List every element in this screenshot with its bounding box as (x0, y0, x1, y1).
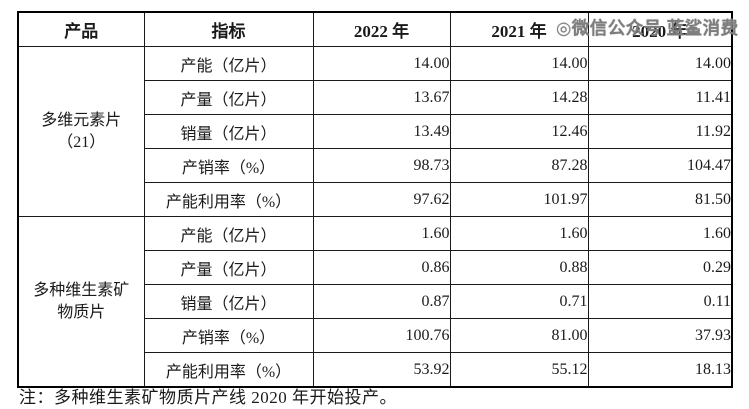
value-cell: 1.60 (449, 216, 589, 251)
footnote: 注：多种维生素矿物质片产线 2020 年开始投产。 (19, 388, 397, 407)
indicator-cell: 产能（亿片） (143, 216, 314, 251)
product-name-line2: 物质片 (57, 303, 106, 321)
value-cell: 0.86 (312, 250, 451, 285)
value-cell: 11.92 (587, 114, 733, 149)
indicator-cell: 产量（亿片） (143, 80, 314, 115)
indicator-cell: 产销率（%） (143, 148, 314, 183)
table-row: 销量（亿片） 0.87 0.71 0.11 (18, 284, 733, 319)
value-cell: 101.97 (449, 182, 589, 217)
value-cell: 13.67 (312, 80, 451, 115)
product-name-line2: （21） (57, 133, 106, 151)
value-cell: 37.93 (587, 318, 733, 353)
value-cell: 14.28 (449, 80, 589, 115)
value-cell: 53.92 (312, 352, 451, 388)
product-name-line1: 多维元素片 (41, 111, 122, 129)
header-row: 产品 指标 2022 年 2021 年 2020 年 (17, 11, 733, 47)
value-cell: 87.28 (449, 148, 589, 183)
value-cell: 104.47 (587, 148, 733, 183)
value-cell: 55.12 (449, 352, 589, 388)
value-cell: 14.00 (312, 46, 451, 81)
product-cell-group2: 多种维生素矿 物质片 (17, 216, 145, 388)
indicator-cell: 销量（亿片） (143, 114, 314, 149)
table-row: 产销率（%） 100.76 81.00 37.93 (18, 318, 733, 353)
table-row: 产量（亿片） 0.86 0.88 0.29 (18, 250, 733, 285)
indicator-cell: 销量（亿片） (143, 284, 314, 319)
header-year-2020: 2020 年 (587, 11, 733, 47)
header-year-2022: 2022 年 (312, 11, 451, 47)
table-row: 产量（亿片） 13.67 14.28 11.41 (18, 80, 733, 115)
value-cell: 12.46 (449, 114, 589, 149)
value-cell: 0.71 (449, 284, 589, 319)
indicator-cell: 产量（亿片） (143, 250, 314, 285)
header-indicator: 指标 (143, 11, 314, 47)
value-cell: 98.73 (312, 148, 451, 183)
value-cell: 11.41 (587, 80, 733, 115)
value-cell: 81.00 (449, 318, 589, 353)
product-name-line1: 多种维生素矿 (33, 281, 130, 299)
header-product: 产品 (17, 11, 145, 47)
table-row: 多种维生素矿 物质片 产能（亿片） 1.60 1.60 1.60 (17, 216, 733, 388)
value-cell: 18.13 (587, 352, 733, 388)
value-cell: 0.29 (587, 250, 733, 285)
value-cell: 81.50 (587, 182, 733, 217)
value-cell: 1.60 (587, 216, 733, 251)
table-row: 多维元素片 （21） 产能（亿片） 14.00 14.00 14.00 (17, 46, 733, 217)
table-row: 产能利用率（%） 53.92 55.12 18.13 (18, 352, 733, 388)
value-cell: 0.87 (312, 284, 451, 319)
production-data-table: 产品 指标 2022 年 2021 年 2020 年 多维元素片 （21） 产能… (17, 11, 733, 388)
table-row: 销量（亿片） 13.49 12.46 11.92 (18, 114, 733, 149)
value-cell: 100.76 (312, 318, 451, 353)
value-cell: 0.88 (449, 250, 589, 285)
value-cell: 14.00 (449, 46, 589, 81)
value-cell: 1.60 (312, 216, 451, 251)
value-cell: 13.49 (312, 114, 451, 149)
value-cell: 14.00 (587, 46, 733, 81)
indicator-cell: 产销率（%） (143, 318, 314, 353)
product-cell-group1: 多维元素片 （21） (17, 46, 145, 217)
value-cell: 0.11 (587, 284, 733, 319)
indicator-cell: 产能利用率（%） (143, 182, 314, 217)
indicator-cell: 产能利用率（%） (143, 352, 314, 388)
header-year-2021: 2021 年 (449, 11, 589, 47)
indicator-cell: 产能（亿片） (143, 46, 314, 81)
value-cell: 97.62 (312, 182, 451, 217)
